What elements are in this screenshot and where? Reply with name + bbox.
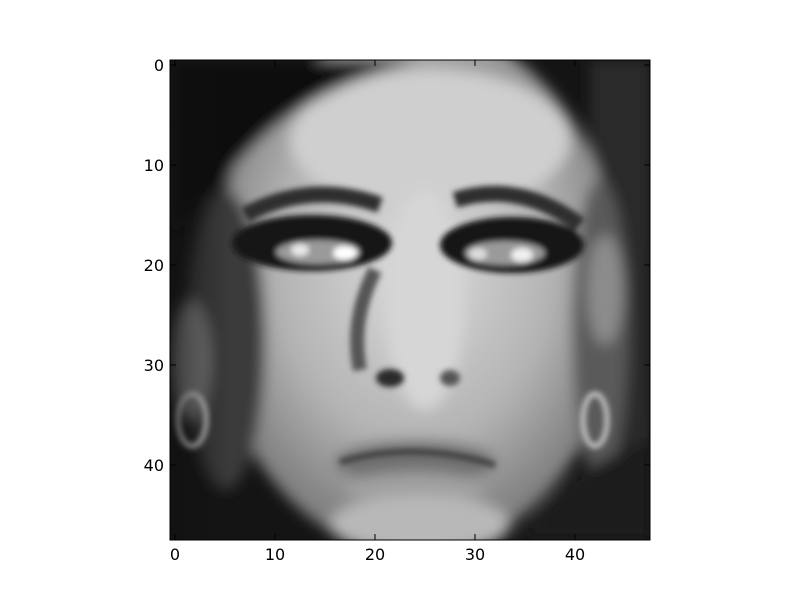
y-tick-label: 0 [154,56,164,75]
y-tick-label: 10 [144,156,164,175]
x-tick-label: 10 [265,545,285,564]
x-tick-label: 30 [465,545,485,564]
x-axis: 0 10 20 30 40 [170,60,585,564]
axes-frame [169,59,651,541]
y-tick-label: 40 [144,456,164,475]
x-tick-label: 40 [565,545,585,564]
y-tick-label: 20 [144,256,164,275]
face-image [170,60,650,540]
y-axis: 0 10 20 30 40 [144,56,650,475]
y-tick-label: 30 [144,356,164,375]
x-tick-label: 0 [170,545,180,564]
x-tick-label: 20 [365,545,385,564]
